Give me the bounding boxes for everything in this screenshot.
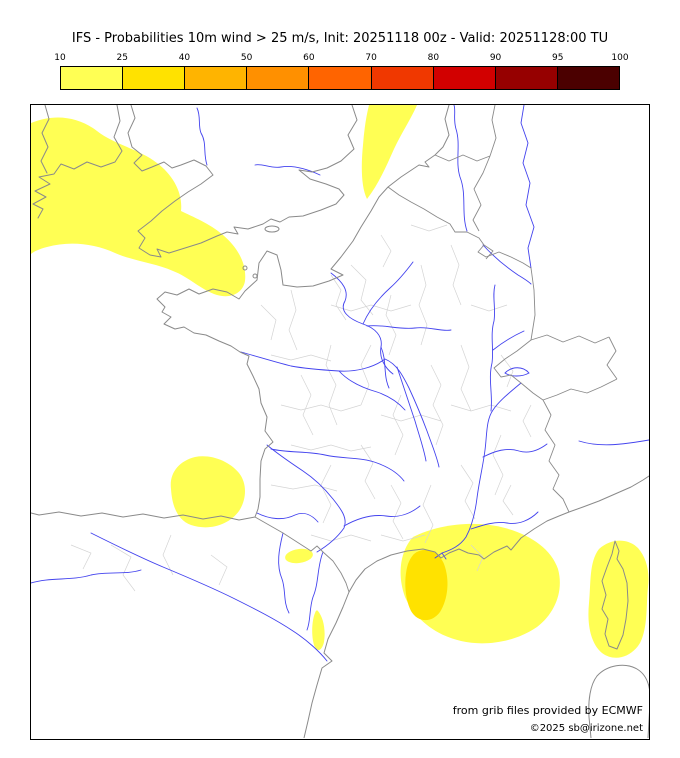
coastline-corsica bbox=[601, 540, 629, 650]
legend-tick: 100 bbox=[611, 53, 629, 63]
legend-tick: 40 bbox=[178, 53, 191, 63]
prob-region-atlantic-ireland bbox=[31, 117, 246, 297]
river-marne bbox=[366, 325, 452, 331]
river-meuse bbox=[453, 105, 468, 232]
river-yonne bbox=[380, 346, 390, 389]
probability-regions bbox=[31, 105, 649, 658]
river-allier bbox=[396, 366, 427, 462]
credit-ecmwf: from grib files provided by ECMWF bbox=[452, 704, 643, 717]
river-isere bbox=[482, 443, 548, 458]
coastlines bbox=[31, 105, 649, 738]
river-dordogne bbox=[270, 448, 405, 482]
river-moselle bbox=[482, 244, 532, 285]
coastline-spain-mediterranean bbox=[303, 591, 350, 738]
legend-cell bbox=[371, 67, 434, 89]
border-pyrenees bbox=[254, 516, 350, 593]
department-boundaries bbox=[70, 224, 532, 592]
coastline-sardinia bbox=[588, 664, 649, 738]
river-adour bbox=[256, 512, 319, 523]
legend-tick: 10 bbox=[54, 53, 66, 63]
lake-geneva bbox=[504, 367, 530, 377]
prob-region-catalan-coast bbox=[312, 610, 325, 651]
coastline-ireland-south bbox=[32, 105, 123, 219]
river-garonne bbox=[266, 444, 346, 553]
river-oise bbox=[362, 261, 414, 325]
river-ebro-tributary-2 bbox=[306, 551, 324, 631]
prob-region-biscay bbox=[170, 456, 245, 528]
legend-color-bar bbox=[60, 66, 620, 90]
legend-tick: 60 bbox=[303, 53, 315, 63]
river-durance bbox=[470, 511, 539, 530]
coastline-channel-island-2 bbox=[252, 273, 258, 279]
border-switzerland-italy bbox=[530, 334, 618, 401]
river-saone bbox=[489, 284, 496, 412]
coastline-france-italy-mediterranean bbox=[348, 475, 649, 593]
legend-cell bbox=[247, 67, 310, 89]
legend-tick: 50 bbox=[240, 53, 253, 63]
river-ebro bbox=[90, 532, 328, 662]
river-severn bbox=[196, 107, 208, 166]
river-po bbox=[578, 439, 649, 446]
legend-cell bbox=[61, 67, 124, 89]
prob-region-pyrenees-foothills bbox=[285, 548, 313, 564]
legend-cell bbox=[557, 67, 619, 89]
legend-cell bbox=[123, 67, 186, 89]
legend-tick-labels: 10 25 40 50 60 70 80 90 95 100 bbox=[54, 53, 628, 66]
coastline-channel-island-1 bbox=[242, 265, 248, 271]
river-rhine bbox=[520, 105, 535, 269]
map-svg bbox=[31, 105, 649, 738]
prob-region-gulf-of-lion-core bbox=[405, 549, 448, 621]
river-thames bbox=[254, 164, 321, 176]
map-area: from grib files provided by ECMWF ©2025 … bbox=[30, 104, 650, 740]
credit-copyright: ©2025 sb@irizone.net bbox=[529, 723, 643, 734]
probability-legend: 10 25 40 50 60 70 80 90 95 100 bbox=[54, 53, 629, 90]
river-loire bbox=[240, 351, 440, 468]
legend-cell bbox=[433, 67, 496, 89]
legend-tick: 95 bbox=[552, 53, 564, 63]
legend-cell bbox=[185, 67, 248, 89]
coastline-isle-of-wight bbox=[264, 225, 280, 233]
border-low-countries bbox=[434, 105, 497, 260]
river-doubs bbox=[492, 330, 525, 351]
admin-boundaries bbox=[70, 224, 532, 592]
river-tarn bbox=[343, 505, 421, 527]
river-ebro-tributary-1 bbox=[278, 532, 290, 614]
legend-tick: 70 bbox=[365, 53, 377, 63]
river-duero bbox=[31, 569, 142, 584]
legend-tick: 90 bbox=[489, 53, 502, 63]
rivers bbox=[31, 105, 649, 662]
prob-region-dover-strait bbox=[361, 105, 417, 199]
coastline-great-britain bbox=[127, 105, 358, 258]
river-cher bbox=[338, 370, 406, 411]
coastline-ireland-west bbox=[40, 105, 50, 174]
border-france-northeast bbox=[387, 186, 570, 513]
prob-region-corsica bbox=[588, 540, 649, 658]
legend-tick: 25 bbox=[116, 53, 128, 63]
legend-tick: 80 bbox=[427, 53, 440, 63]
legend-cell bbox=[309, 67, 372, 89]
legend-cell bbox=[495, 67, 558, 89]
page-title: IFS - Probabilities 10m wind > 25 m/s, I… bbox=[71, 31, 609, 46]
